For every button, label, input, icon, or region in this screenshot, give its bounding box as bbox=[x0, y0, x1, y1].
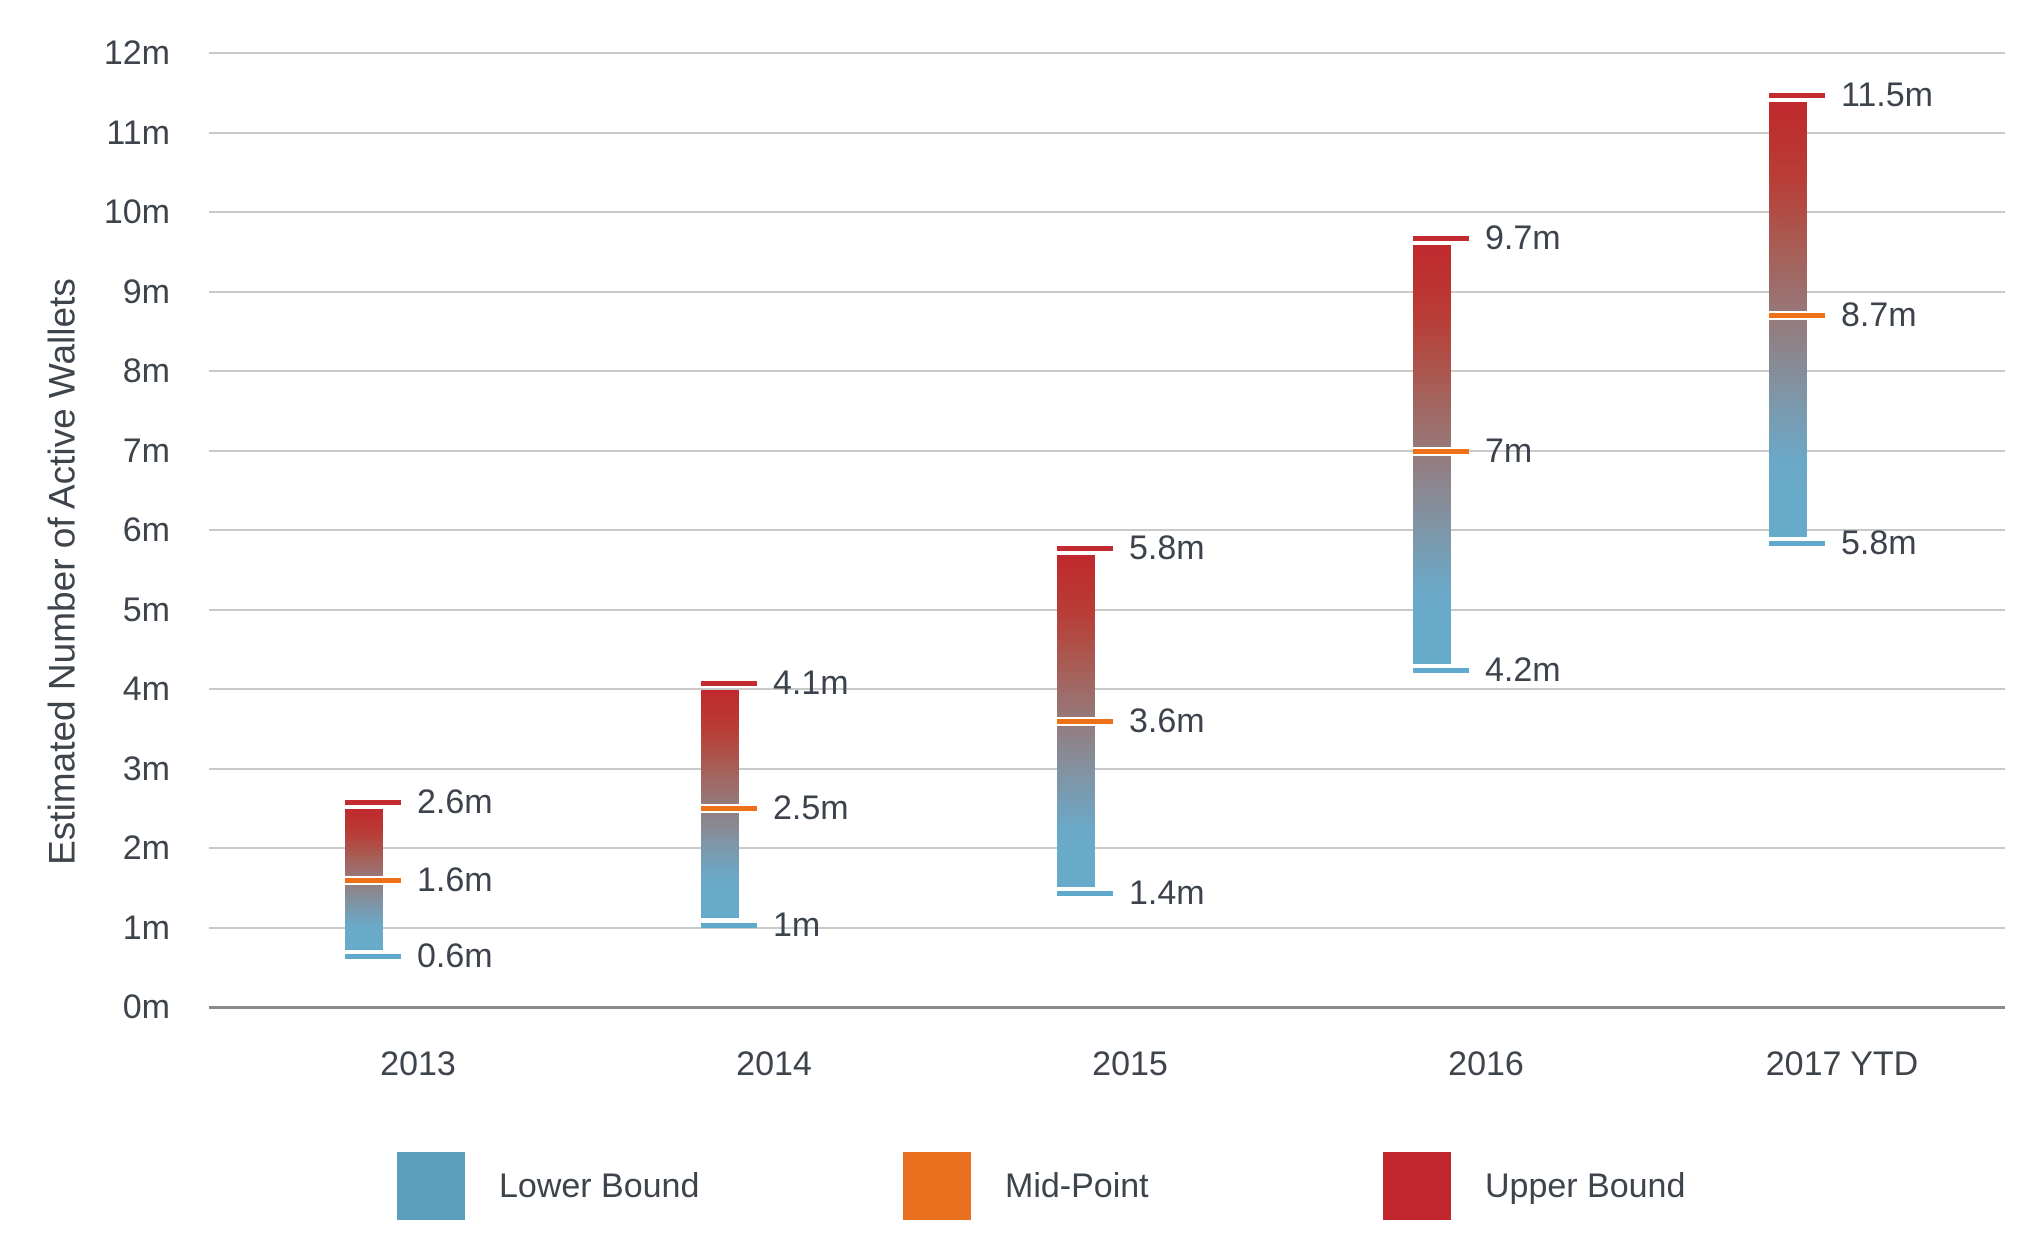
legend-label: Mid-Point bbox=[1005, 1167, 1149, 1205]
upper-bound-tick bbox=[701, 681, 757, 687]
gridline bbox=[209, 211, 2005, 213]
lower-bound-value-label: 4.2m bbox=[1485, 651, 1561, 690]
y-axis-tick-label: 9m bbox=[122, 272, 170, 311]
gridline bbox=[209, 608, 2005, 611]
legend-item-upper-bound: Upper Bound bbox=[1383, 1152, 1685, 1220]
upper-bound-value-label: 9.7m bbox=[1485, 218, 1561, 257]
mid-point-value-label: 3.6m bbox=[1129, 701, 1205, 740]
upper-bound-tick bbox=[1413, 235, 1469, 241]
legend-swatch bbox=[1383, 1152, 1451, 1220]
lower-bound-tick bbox=[1769, 540, 1825, 546]
lower-bound-tick bbox=[701, 922, 757, 928]
y-axis-tick-label: 5m bbox=[122, 590, 170, 629]
upper-bound-value-label: 5.8m bbox=[1129, 528, 1205, 567]
legend-swatch bbox=[397, 1152, 465, 1220]
y-axis-tick-label: 1m bbox=[122, 908, 170, 947]
x-axis-line bbox=[209, 1006, 2005, 1009]
y-axis-tick-label: 10m bbox=[103, 193, 170, 231]
x-axis-label: 2015 bbox=[1092, 1045, 1168, 1083]
y-axis-tick-label: 0m bbox=[122, 988, 170, 1026]
mid-point-value-label: 8.7m bbox=[1841, 296, 1917, 335]
mid-point-tick bbox=[1057, 718, 1113, 724]
y-axis-tick-label: 12m bbox=[103, 34, 170, 72]
x-axis-label: 2014 bbox=[736, 1045, 812, 1083]
mid-point-tick bbox=[701, 806, 757, 812]
legend-label: Lower Bound bbox=[499, 1167, 700, 1205]
gridline bbox=[209, 131, 2005, 134]
lower-bound-value-label: 1.4m bbox=[1129, 873, 1205, 912]
y-axis-tick-label: 7m bbox=[122, 431, 170, 470]
gridline bbox=[209, 52, 2005, 54]
upper-bound-tick bbox=[1057, 545, 1113, 551]
upper-bound-tick bbox=[1769, 92, 1825, 98]
x-axis-label: 2016 bbox=[1448, 1045, 1524, 1083]
upper-bound-value-label: 2.6m bbox=[417, 783, 493, 822]
y-axis-tick-label: 2m bbox=[122, 829, 170, 867]
legend-item-lower-bound: Lower Bound bbox=[397, 1152, 699, 1220]
mid-point-tick bbox=[1413, 448, 1469, 454]
upper-bound-value-label: 11.5m bbox=[1841, 75, 1933, 114]
mid-point-value-label: 2.5m bbox=[773, 789, 849, 828]
legend-swatch bbox=[903, 1152, 971, 1220]
y-axis-tick-label: 8m bbox=[122, 352, 170, 390]
gridline bbox=[209, 529, 2005, 531]
upper-bound-tick bbox=[345, 800, 401, 806]
lower-bound-tick bbox=[1413, 668, 1469, 674]
gridline bbox=[209, 847, 2005, 849]
lower-bound-value-label: 0.6m bbox=[417, 937, 493, 976]
gridline bbox=[209, 449, 2005, 452]
mid-point-value-label: 7m bbox=[1485, 431, 1533, 470]
upper-bound-value-label: 4.1m bbox=[773, 664, 849, 703]
legend-label: Upper Bound bbox=[1485, 1167, 1686, 1205]
gridline bbox=[209, 290, 2005, 293]
y-axis-tick-label: 11m bbox=[106, 113, 170, 152]
lower-bound-value-label: 5.8m bbox=[1841, 523, 1917, 562]
lower-bound-tick bbox=[1057, 890, 1113, 896]
y-axis-tick-label: 4m bbox=[122, 670, 170, 708]
mid-point-tick bbox=[345, 877, 401, 883]
y-axis-tick-label: 6m bbox=[122, 511, 170, 549]
x-axis-label: 2013 bbox=[380, 1045, 456, 1083]
legend-item-mid-point: Mid-Point bbox=[903, 1152, 1149, 1220]
gridline bbox=[209, 926, 2005, 929]
lower-bound-tick bbox=[345, 954, 401, 960]
lower-bound-value-label: 1m bbox=[773, 905, 821, 944]
gridline bbox=[209, 767, 2005, 770]
mid-point-value-label: 1.6m bbox=[417, 860, 493, 899]
gridline bbox=[209, 370, 2005, 372]
gridline bbox=[209, 688, 2005, 690]
mid-point-tick bbox=[1769, 313, 1825, 319]
x-axis-label: 2017 YTD bbox=[1765, 1045, 1919, 1083]
y-axis-tick-label: 3m bbox=[122, 749, 170, 788]
